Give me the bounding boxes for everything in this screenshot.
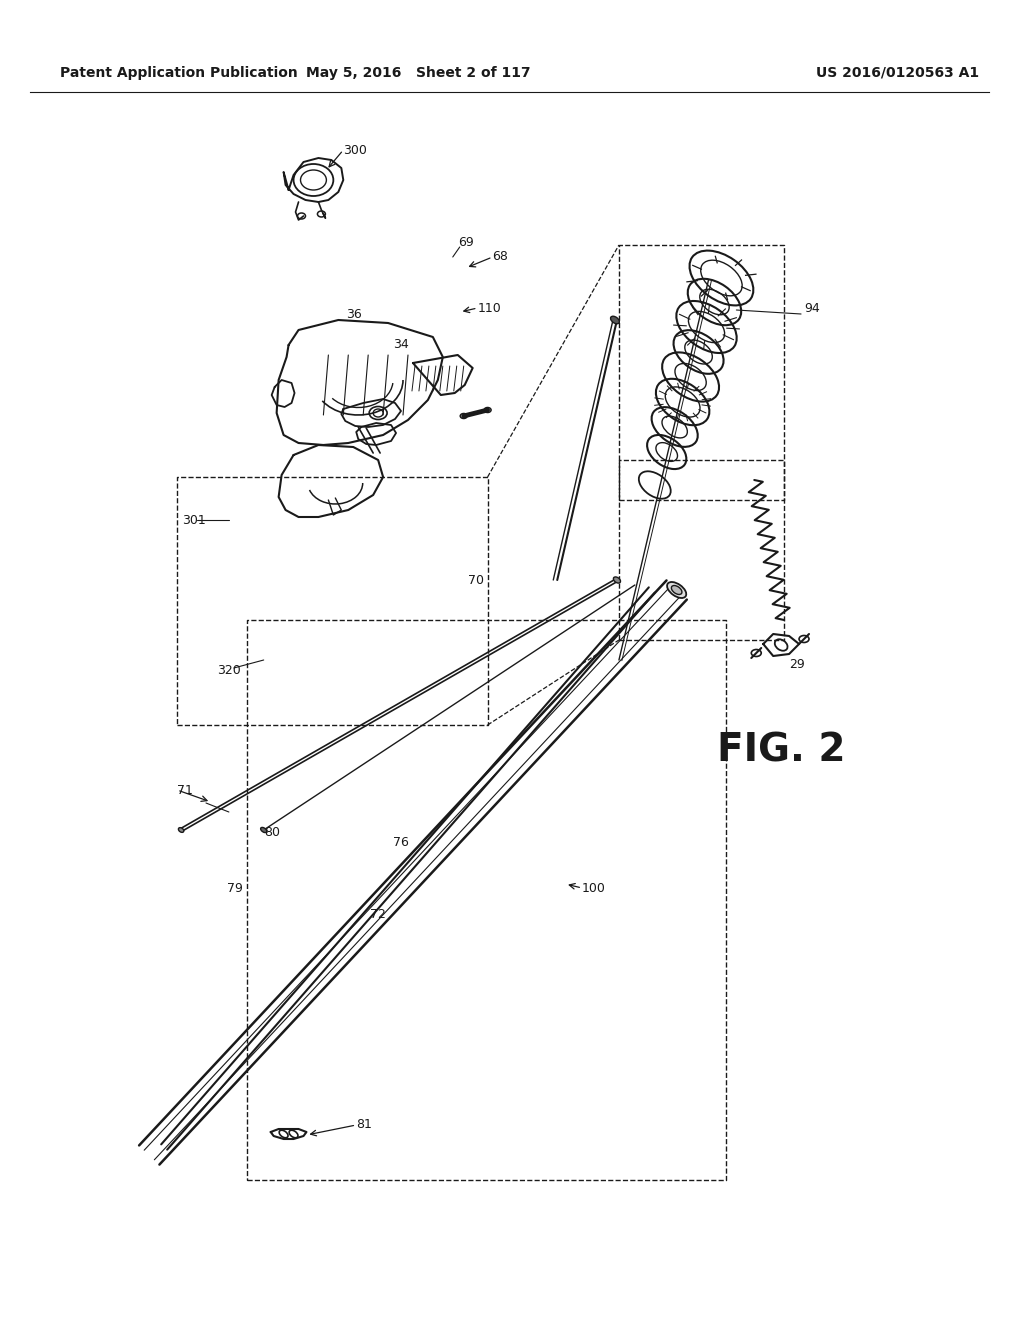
Ellipse shape bbox=[261, 828, 267, 833]
Ellipse shape bbox=[178, 828, 183, 833]
Text: 69: 69 bbox=[458, 235, 473, 248]
Text: 29: 29 bbox=[790, 657, 805, 671]
Text: 110: 110 bbox=[477, 301, 502, 314]
Ellipse shape bbox=[672, 586, 682, 594]
Text: 34: 34 bbox=[393, 338, 409, 351]
Text: 81: 81 bbox=[356, 1118, 372, 1131]
Text: 70: 70 bbox=[468, 573, 483, 586]
Ellipse shape bbox=[667, 582, 686, 598]
Text: 80: 80 bbox=[264, 826, 280, 840]
Text: 79: 79 bbox=[227, 882, 243, 895]
Ellipse shape bbox=[613, 577, 621, 583]
Text: 76: 76 bbox=[393, 837, 409, 850]
Text: 300: 300 bbox=[343, 144, 368, 157]
Text: US 2016/0120563 A1: US 2016/0120563 A1 bbox=[816, 66, 979, 81]
Text: 72: 72 bbox=[370, 908, 386, 921]
Text: Patent Application Publication: Patent Application Publication bbox=[59, 66, 297, 81]
Text: 36: 36 bbox=[346, 309, 362, 322]
Text: 301: 301 bbox=[182, 513, 206, 527]
Text: 68: 68 bbox=[493, 251, 509, 264]
Ellipse shape bbox=[610, 317, 620, 323]
Text: 320: 320 bbox=[217, 664, 241, 676]
Text: 94: 94 bbox=[804, 301, 820, 314]
Text: 71: 71 bbox=[177, 784, 193, 796]
Text: FIG. 2: FIG. 2 bbox=[717, 731, 846, 770]
Text: 100: 100 bbox=[582, 882, 606, 895]
Text: May 5, 2016   Sheet 2 of 117: May 5, 2016 Sheet 2 of 117 bbox=[305, 66, 530, 81]
